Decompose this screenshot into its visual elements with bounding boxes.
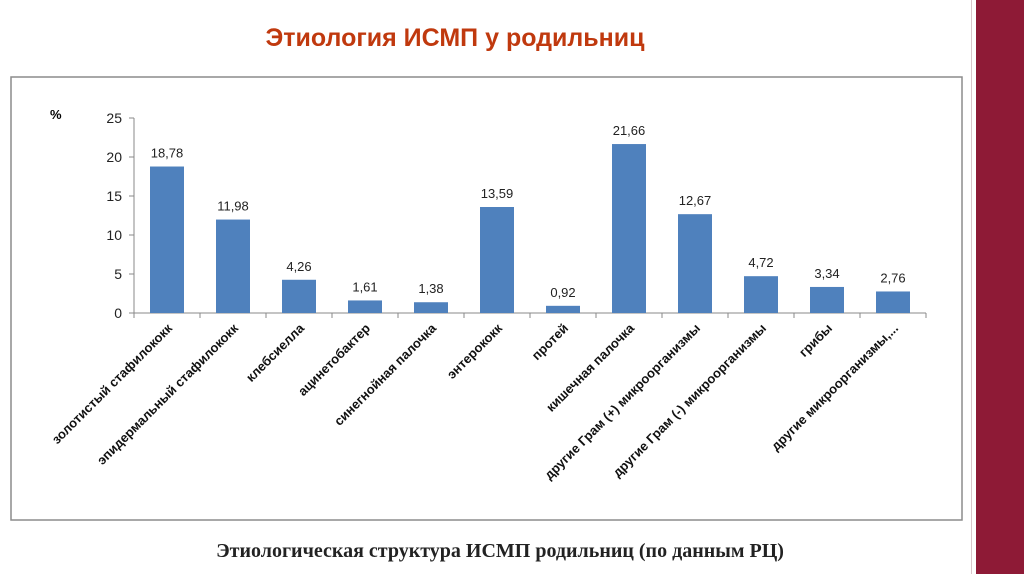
data-label: 1,38 (418, 281, 443, 296)
y-tick-label: 20 (106, 149, 122, 165)
bar (678, 214, 712, 313)
data-label: 12,67 (679, 193, 712, 208)
y-axis-label: % (50, 107, 62, 122)
data-label: 13,59 (481, 186, 514, 201)
data-label: 4,72 (748, 255, 773, 270)
bar (414, 302, 448, 313)
bar (480, 206, 514, 313)
data-label: 18,78 (151, 146, 184, 161)
bar (282, 279, 316, 313)
y-tick-label: 10 (106, 227, 122, 243)
slide-title: Этиология ИСМП у родильниц (265, 24, 645, 52)
data-label: 3,34 (814, 266, 839, 281)
data-label: 1,61 (352, 279, 377, 294)
y-tick-label: 15 (106, 188, 122, 204)
data-label: 11,98 (217, 199, 249, 214)
bar (744, 276, 778, 313)
data-label: 21,66 (613, 123, 646, 138)
bar (150, 166, 184, 313)
data-label: 4,26 (286, 259, 311, 274)
y-tick-label: 5 (114, 266, 122, 282)
divider-line (971, 0, 972, 574)
y-tick-label: 25 (106, 110, 122, 126)
decorative-band (976, 0, 1024, 574)
bar (348, 300, 382, 313)
bar (876, 291, 910, 313)
data-label: 2,76 (880, 270, 905, 285)
bar (612, 144, 646, 313)
bar (546, 305, 580, 313)
chart-caption: Этиологическая структура ИСМП родильниц … (216, 540, 784, 562)
bar (810, 286, 844, 313)
y-tick-label: 0 (114, 305, 122, 321)
data-label: 0,92 (550, 285, 575, 300)
bar (216, 219, 250, 313)
